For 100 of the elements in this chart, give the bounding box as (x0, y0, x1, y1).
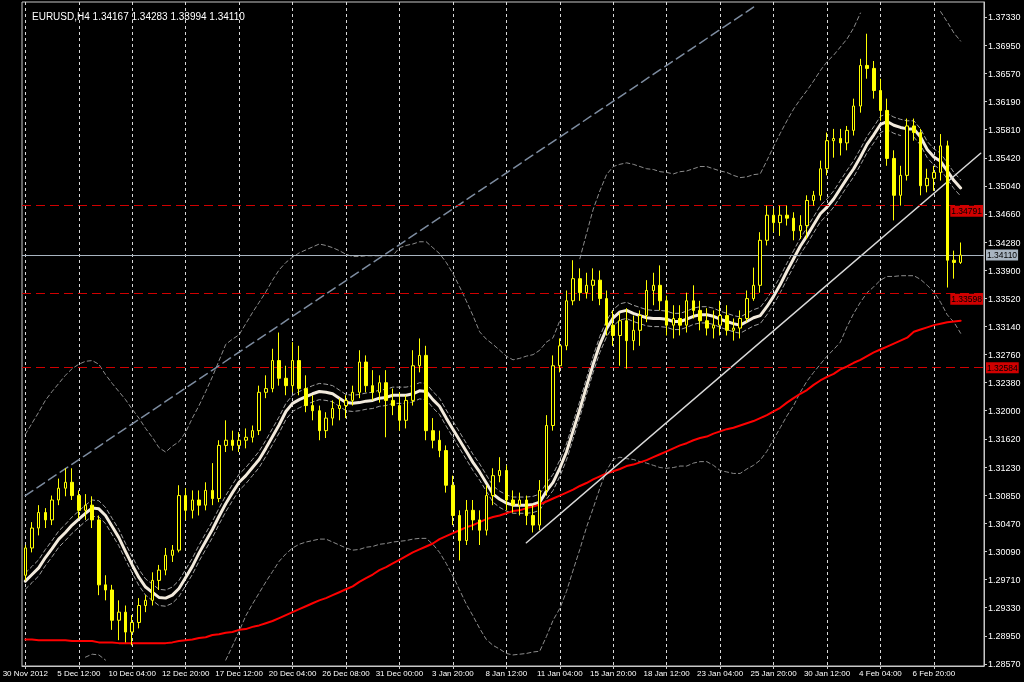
y-tick-label: 1.34280 (988, 237, 1021, 248)
candlestick (424, 345, 428, 441)
candlestick (865, 33, 869, 80)
candlestick (471, 499, 475, 531)
candlestick (458, 509, 461, 561)
candlestick (197, 489, 201, 516)
candlestick (525, 495, 528, 526)
candlestick (264, 374, 268, 399)
candlestick (591, 267, 595, 302)
candlestick (819, 160, 822, 201)
candlestick (738, 309, 742, 339)
candlestick (625, 307, 628, 370)
x-tick-label: 12 Dec 20:00 (161, 668, 211, 678)
candlestick (144, 594, 147, 613)
candlestick (832, 128, 835, 159)
candlestick (912, 118, 916, 142)
candlestick (77, 489, 81, 519)
candlestick (652, 272, 655, 306)
candlestick (925, 168, 929, 193)
candlestick (358, 349, 361, 399)
y-tick-label: 1.35810 (988, 124, 1021, 135)
candlestick (237, 431, 241, 453)
y-tick-label: 1.31620 (988, 433, 1021, 444)
candlestick (672, 304, 675, 339)
candlestick (204, 481, 207, 511)
candlestick (919, 128, 922, 196)
candlestick (344, 394, 348, 419)
candlestick (184, 487, 187, 521)
y-tick-label: 1.29710 (988, 574, 1021, 585)
x-tick-label: 8 Jan 12:00 (485, 668, 528, 678)
candlestick (712, 309, 715, 339)
x-tick-label: 26 Dec 08:00 (322, 668, 371, 678)
candlestick (465, 499, 468, 546)
y-tick-label: 1.36190 (988, 96, 1021, 107)
candlestick (618, 312, 622, 367)
candlestick (732, 318, 735, 342)
candlestick (151, 571, 154, 606)
candlestick (117, 599, 121, 641)
candlestick (37, 504, 40, 536)
x-tick-label: 30 Nov 2012 (2, 668, 49, 678)
candlestick (110, 584, 114, 631)
x-tick-label: 18 Jan 12:00 (643, 668, 691, 678)
x-tick-label: 30 Jan 12:00 (803, 668, 851, 678)
candlestick (845, 125, 849, 151)
candlestick (384, 369, 388, 438)
candlestick (585, 272, 588, 300)
candlestick (164, 547, 167, 576)
candlestick (70, 467, 74, 501)
ref-line-label: 1.33598 (951, 294, 983, 305)
candlestick (885, 98, 889, 167)
y-tick-label: 1.32000 (988, 405, 1021, 416)
candlestick (946, 140, 949, 289)
candlestick (104, 574, 107, 601)
candlestick (378, 374, 381, 404)
candlestick (251, 424, 254, 443)
y-tick-label: 1.35420 (988, 153, 1021, 164)
x-tick-label: 20 Dec 04:00 (268, 668, 317, 678)
candlestick (97, 514, 101, 596)
line-series (24, 319, 962, 645)
candlestick (171, 544, 174, 563)
y-tick-label: 1.30470 (988, 518, 1021, 529)
y-tick-label: 1.36950 (988, 40, 1021, 51)
candlestick (685, 292, 688, 334)
y-tick-label: 1.30090 (988, 546, 1021, 557)
candlestick (551, 354, 555, 432)
candlestick (130, 614, 134, 646)
candlestick (224, 419, 228, 453)
candlestick (44, 507, 47, 529)
y-tick-label: 1.37330 (988, 12, 1021, 23)
candlestick (745, 289, 749, 323)
candlestick (511, 489, 515, 514)
x-tick-label: 17 Dec 12:00 (215, 668, 264, 678)
candlestick (311, 394, 314, 421)
candlestick (538, 479, 541, 531)
candlestick (825, 132, 829, 176)
candlestick (678, 304, 682, 336)
candlestick (284, 365, 288, 396)
candlestick (291, 341, 294, 393)
x-tick-label: 15 Jan 20:00 (590, 668, 637, 678)
x-tick-label: 3 Jan 20:00 (431, 668, 475, 678)
candlestick (959, 242, 962, 265)
candlestick (571, 259, 575, 306)
candlestick (805, 194, 809, 240)
candlestick (611, 309, 615, 347)
y-tick-label: 1.35040 (988, 181, 1021, 192)
candlestick (852, 98, 855, 137)
candlestick (778, 205, 782, 237)
candlestick (90, 495, 94, 529)
candlestick (318, 405, 321, 441)
candlestick (217, 439, 221, 503)
x-tick-label: 23 Jan 04:00 (696, 668, 744, 678)
candlestick (892, 149, 896, 221)
candlestick (785, 205, 789, 227)
candlestick (799, 214, 802, 240)
candlestick (438, 430, 441, 458)
candlestick (952, 250, 956, 280)
candlestick (645, 279, 648, 323)
candlestick (191, 489, 194, 519)
y-tick-label: 1.28950 (988, 630, 1021, 641)
candlestick (324, 411, 328, 439)
